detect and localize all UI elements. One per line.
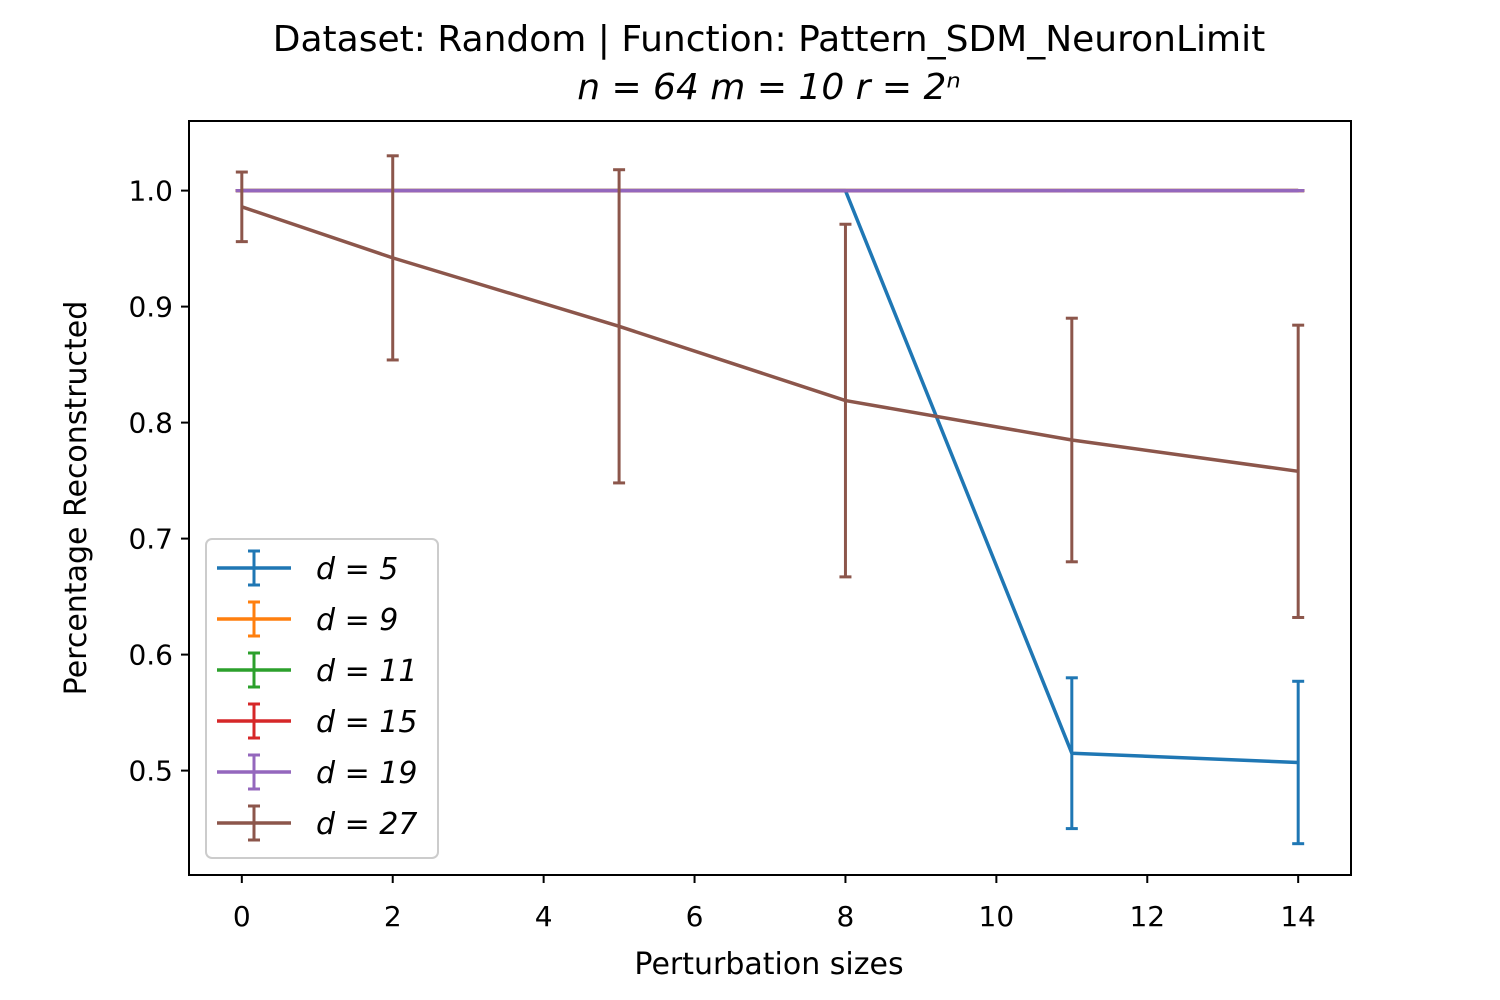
legend-label: d = 9 <box>316 603 398 638</box>
legend-item: d = 5 <box>217 549 398 587</box>
y-tick-label: 0.5 <box>128 755 173 788</box>
legend-label: d = 11 <box>316 654 417 689</box>
y-axis-label: Percentage Reconstructed <box>59 301 94 696</box>
y-tick-label: 0.9 <box>128 291 173 324</box>
x-tick-label: 4 <box>535 900 553 933</box>
x-tick-label: 10 <box>979 900 1015 933</box>
series-d-27 <box>235 154 1305 619</box>
plot-area <box>235 154 1305 846</box>
x-axis-label: Perturbation sizes <box>634 947 903 982</box>
error-bar <box>235 170 248 244</box>
plot-frame <box>188 120 1352 876</box>
legend-item: d = 15 <box>217 702 417 740</box>
legend-label: d = 5 <box>316 552 398 587</box>
x-tick-label: 2 <box>384 900 402 933</box>
chart-title: Dataset: Random | Function: Pattern_SDM_… <box>273 19 1265 60</box>
error-bar <box>613 168 626 485</box>
legend-item: d = 9 <box>217 600 398 638</box>
y-tick-label: 0.8 <box>128 407 173 440</box>
x-tick-label: 6 <box>686 900 704 933</box>
chart-subtitle: n = 64 m = 10 r = 2ⁿ <box>577 67 961 108</box>
x-tick-label: 0 <box>233 900 251 933</box>
x-tick-label: 8 <box>837 900 855 933</box>
legend-item: d = 19 <box>217 753 417 791</box>
legend-item: d = 11 <box>217 651 417 689</box>
legend-label: d = 27 <box>316 807 417 842</box>
error-bar <box>1292 323 1305 619</box>
error-bar <box>1292 679 1305 846</box>
error-bar <box>839 222 852 579</box>
error-bar <box>386 154 399 362</box>
legend-label: d = 15 <box>316 705 417 740</box>
y-tick-label: 0.6 <box>128 639 173 672</box>
x-axis: 0 2 4 6 8 10 12 14 <box>233 875 1316 933</box>
x-tick-label: 14 <box>1280 900 1316 933</box>
error-bar <box>1065 316 1078 564</box>
x-tick-label: 12 <box>1129 900 1165 933</box>
y-tick-label: 0.7 <box>128 523 173 556</box>
legend: d = 5 d = 9 d = 11 d = 15 d = 19 d = 27 <box>205 538 439 859</box>
y-tick-label: 1.0 <box>128 175 173 208</box>
series-line <box>241 205 1299 474</box>
error-bar <box>1065 676 1078 831</box>
y-axis: 0.5 0.6 0.7 0.8 0.9 1.0 <box>128 175 189 788</box>
legend-label: d = 19 <box>316 756 417 791</box>
legend-item: d = 27 <box>217 804 417 842</box>
